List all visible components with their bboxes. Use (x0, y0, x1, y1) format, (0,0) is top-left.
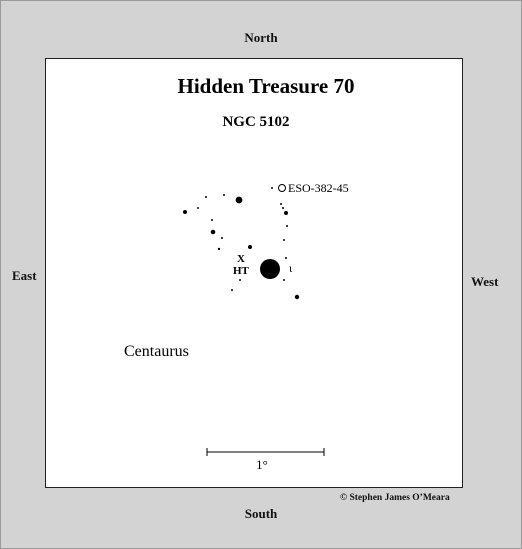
star (210, 229, 216, 235)
star (223, 194, 225, 196)
star (217, 247, 221, 251)
x-marker-label: X (237, 253, 245, 265)
west-label: West (471, 274, 499, 289)
star (205, 196, 207, 198)
iota-centauri-star (260, 259, 280, 279)
star (211, 219, 213, 221)
star (282, 207, 284, 209)
star (239, 279, 241, 281)
star (271, 187, 273, 189)
star (286, 225, 288, 227)
galaxy-eso-382-45-label: ESO-382-45 (288, 181, 349, 195)
scale-label: 1° (256, 457, 268, 472)
constellation-label: Centaurus (124, 343, 189, 360)
chart-subtitle: NGC 5102 (222, 114, 289, 130)
east-label: East (12, 268, 37, 283)
star (183, 210, 187, 214)
star (235, 196, 243, 204)
star-field (183, 187, 300, 300)
star (231, 289, 233, 291)
star (248, 245, 252, 249)
star (283, 279, 285, 281)
chart-title: Hidden Treasure 70 (178, 74, 355, 98)
copyright: © Stephen James O’Meara (340, 493, 450, 503)
scale-bar (206, 448, 325, 456)
iota-label: ι (289, 261, 293, 275)
galaxy-eso-382-45-marker (278, 184, 286, 192)
star (221, 237, 223, 239)
star (284, 211, 288, 215)
star (285, 257, 287, 259)
ht-marker-label: HT (233, 265, 250, 277)
chart-frame (45, 58, 463, 488)
star (197, 207, 199, 209)
south-label: South (244, 506, 278, 521)
star (283, 239, 285, 241)
star (294, 294, 300, 300)
star (280, 203, 282, 205)
north-label: North (244, 30, 278, 45)
